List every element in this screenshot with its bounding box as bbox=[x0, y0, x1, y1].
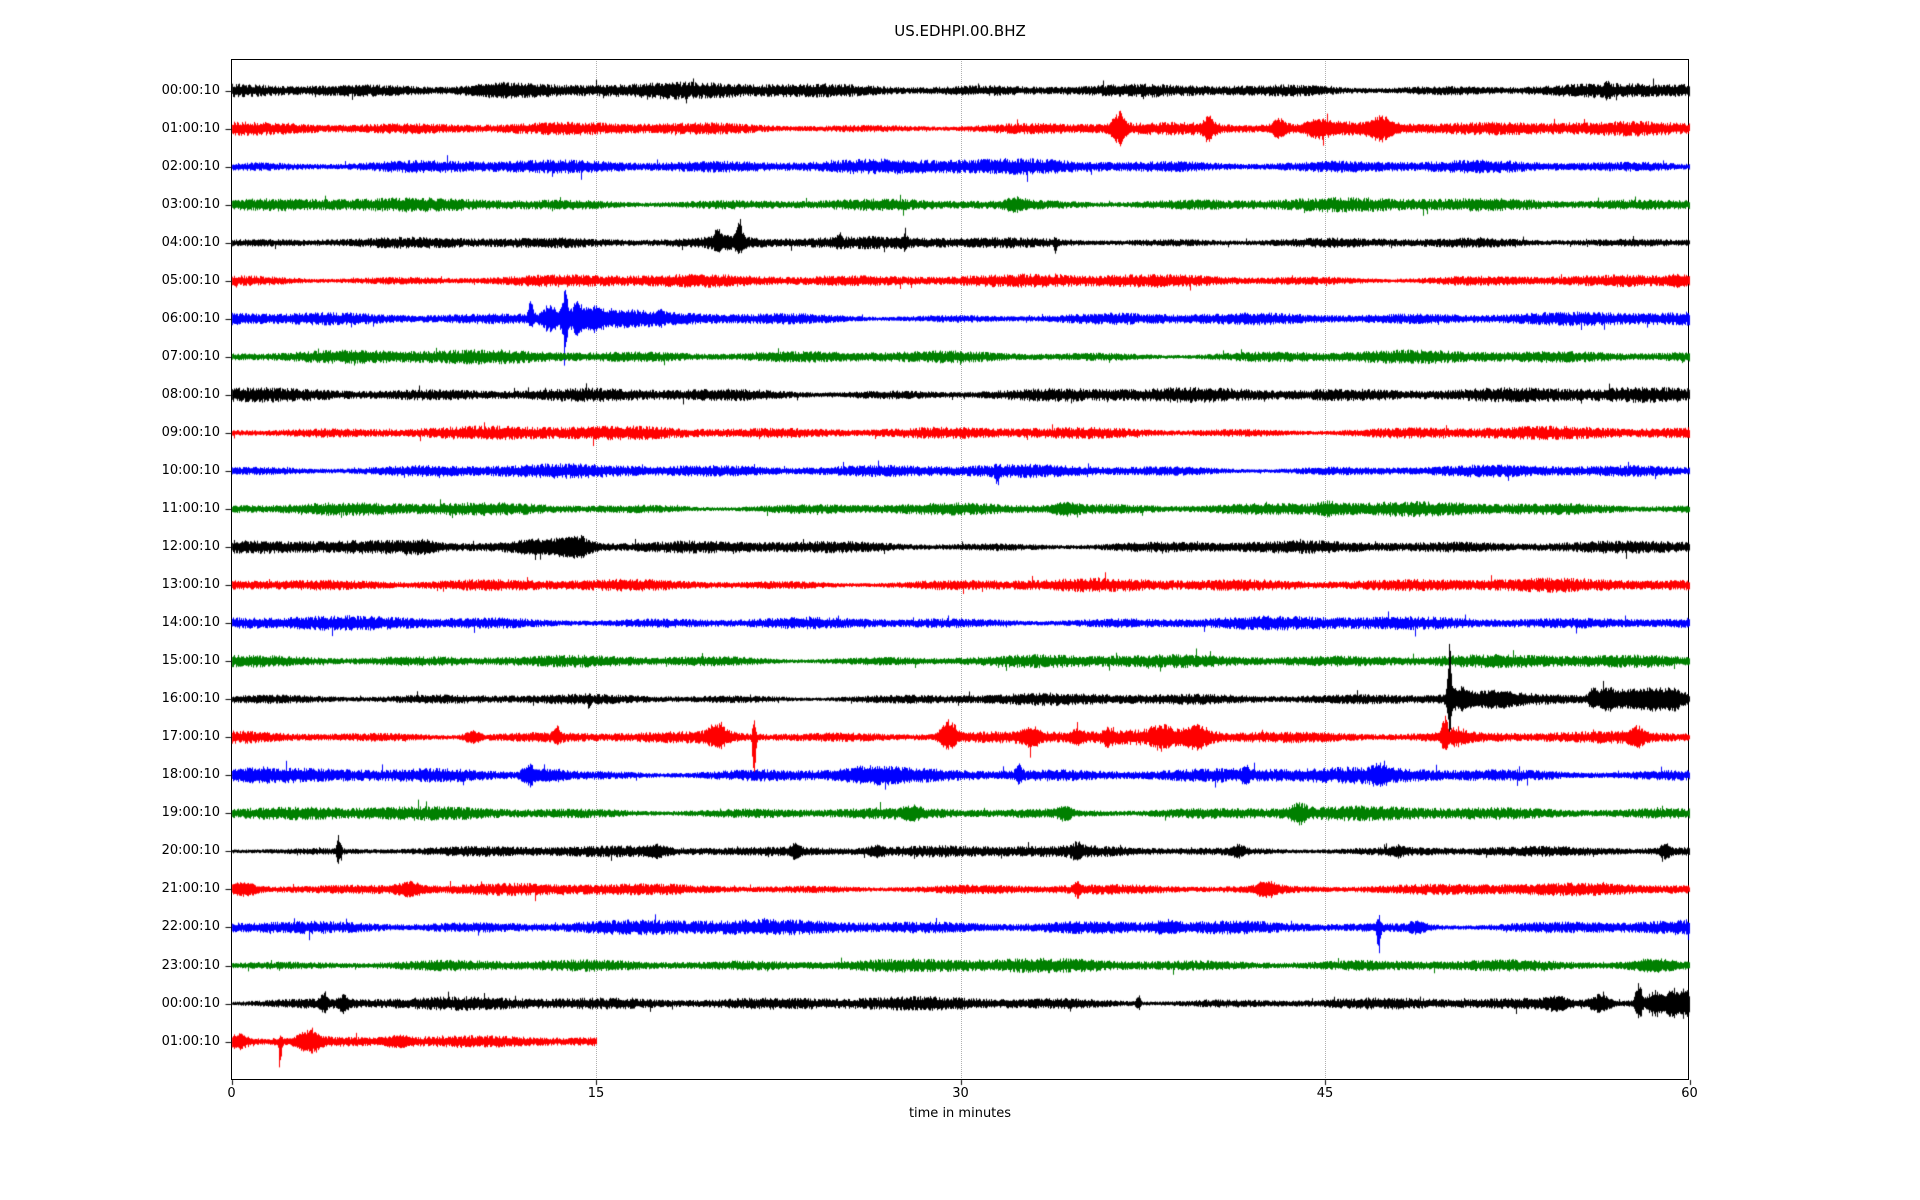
y-tick-label: 20:00:10 bbox=[161, 843, 220, 859]
y-tick-label: 10:00:10 bbox=[161, 463, 220, 478]
y-tick-label: 01:00:10 bbox=[161, 1033, 220, 1049]
x-tick-label: 60 bbox=[1681, 1086, 1698, 1101]
y-tick-label: 07:00:10 bbox=[161, 348, 220, 364]
y-tick-label: 02:00:10 bbox=[161, 158, 220, 174]
y-tick-label: 00:00:10 bbox=[161, 82, 220, 98]
x-tick-label: 30 bbox=[952, 1086, 969, 1101]
y-tick-label: 03:00:10 bbox=[161, 196, 220, 212]
x-tick-label: 15 bbox=[587, 1086, 605, 1101]
x-tick-label: 0 bbox=[227, 1086, 236, 1101]
y-tick-label: 22:00:10 bbox=[161, 919, 220, 935]
y-tick-label: 13:00:10 bbox=[161, 577, 220, 593]
y-tick-label: 16:00:10 bbox=[161, 691, 220, 707]
y-tick-label: 06:00:10 bbox=[161, 310, 220, 326]
y-tick-label: 04:00:10 bbox=[161, 234, 220, 250]
y-tick-label: 23:00:10 bbox=[161, 957, 220, 973]
y-tick-label: 12:00:10 bbox=[161, 539, 220, 555]
y-tick-label: 15:00:10 bbox=[161, 653, 220, 669]
y-tick-label: 05:00:10 bbox=[161, 272, 220, 288]
x-tick-label: 45 bbox=[1316, 1086, 1334, 1101]
y-tick-label: 17:00:10 bbox=[161, 729, 220, 745]
y-tick-label: 01:00:10 bbox=[161, 120, 220, 136]
y-tick-label: 21:00:10 bbox=[161, 881, 220, 897]
x-axis-label: time in minutes bbox=[908, 1106, 1012, 1121]
y-tick-label: 09:00:10 bbox=[161, 424, 220, 440]
y-tick-label: 11:00:10 bbox=[161, 501, 220, 517]
y-tick-label: 14:00:10 bbox=[161, 615, 220, 631]
y-tick-label: 19:00:10 bbox=[161, 805, 220, 821]
y-tick-label: 08:00:10 bbox=[161, 386, 220, 402]
y-tick-label: 18:00:10 bbox=[161, 767, 220, 783]
y-tick-label: 00:00:10 bbox=[161, 995, 220, 1011]
